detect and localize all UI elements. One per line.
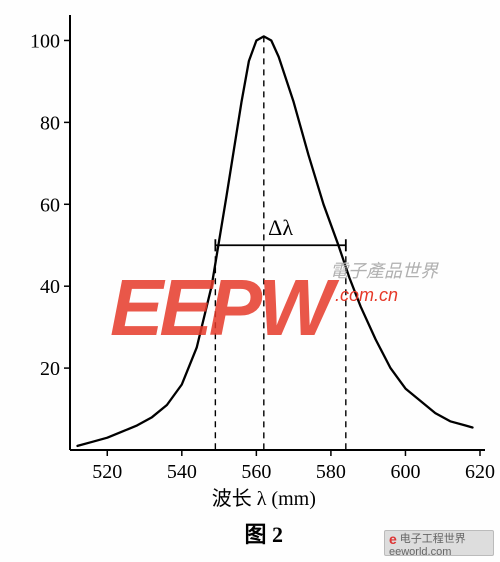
svg-text:620: 620 (465, 461, 495, 483)
source-badge: e 电子工程世界 eeworld.com (384, 530, 494, 556)
svg-text:20: 20 (40, 358, 60, 380)
watermark-text-cn: 電子產品世界 (330, 260, 438, 282)
svg-text:100: 100 (30, 30, 60, 52)
badge-line2: eeworld.com (389, 546, 451, 558)
svg-text:520: 520 (92, 461, 122, 483)
svg-text:540: 540 (167, 461, 197, 483)
svg-text:600: 600 (390, 461, 420, 483)
svg-text:60: 60 (40, 194, 60, 216)
svg-text:波长 λ (mm): 波长 λ (mm) (212, 487, 316, 510)
svg-text:图 2: 图 2 (245, 522, 284, 547)
badge-icon: e (389, 533, 397, 546)
svg-text:80: 80 (40, 112, 60, 134)
watermark-logo: EEPW (110, 262, 330, 354)
svg-text:560: 560 (241, 461, 271, 483)
watermark-text-url: .com.cn (335, 285, 398, 306)
svg-text:Δλ: Δλ (268, 215, 293, 240)
svg-text:580: 580 (316, 461, 346, 483)
badge-line1: 电子工程世界 (400, 533, 466, 545)
svg-text:40: 40 (40, 276, 60, 298)
